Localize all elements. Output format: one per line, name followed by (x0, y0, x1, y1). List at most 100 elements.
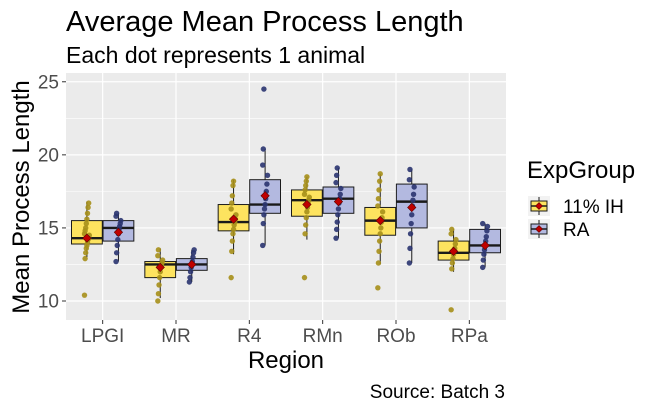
chart-subtitle: Each dot represents 1 animal (66, 42, 365, 68)
data-point (407, 166, 413, 173)
y-tick-label: 15 (38, 218, 59, 239)
legend-item: RA (528, 219, 590, 241)
data-point (229, 238, 236, 244)
data-point (378, 225, 384, 231)
data-point (306, 194, 312, 200)
data-point (480, 264, 486, 271)
mean-marker (480, 240, 490, 251)
data-point (453, 236, 459, 243)
legend-label: RA (563, 220, 590, 241)
data-point (303, 178, 309, 184)
data-point (379, 209, 386, 215)
mean-marker (302, 199, 312, 210)
gridlines (66, 73, 506, 320)
data-point (338, 185, 344, 192)
legend-mean-marker (535, 225, 543, 233)
axis-ticks: 10 15 20 25 LPGI MR R4 RMn ROb RPa (38, 72, 488, 347)
data-point (375, 260, 382, 266)
data-point (118, 217, 124, 224)
plot-panel (66, 73, 506, 320)
data-point (409, 212, 415, 218)
data-point (82, 255, 88, 262)
data-point (333, 172, 340, 179)
data-point (376, 178, 383, 184)
data-point (376, 248, 382, 255)
data-point (303, 214, 309, 221)
data-point (155, 290, 162, 297)
y-axis-title: Mean Process Length (8, 80, 35, 313)
data-point (155, 298, 161, 304)
mean-marker (113, 227, 124, 237)
data-point (333, 179, 339, 186)
data-point (408, 220, 414, 227)
data-point (230, 178, 237, 184)
data-point (376, 187, 382, 193)
data-point (260, 146, 266, 152)
mean-marker (82, 233, 92, 243)
data-point (228, 206, 234, 212)
mean-marker (333, 196, 344, 207)
data-point (375, 195, 382, 202)
x-tick-label: MR (161, 326, 191, 347)
mean-marker (260, 191, 270, 201)
data-point (406, 260, 413, 266)
legend-item: 11% IH (528, 196, 624, 218)
data-point (410, 191, 417, 198)
data-point (186, 279, 193, 285)
means-layer (82, 191, 490, 273)
data-point (333, 226, 340, 233)
data-point (228, 274, 234, 281)
data-point (302, 187, 308, 193)
x-tick-label: R4 (237, 326, 262, 347)
data-point (115, 236, 121, 243)
data-point (260, 242, 266, 249)
data-point (230, 226, 237, 233)
data-point (481, 251, 487, 257)
mean-marker (187, 259, 197, 270)
data-point (83, 225, 89, 231)
mean-marker (407, 202, 417, 213)
data-point (449, 260, 456, 266)
caption: Source: Batch 3 (370, 382, 505, 403)
mean-marker (448, 246, 459, 256)
data-point (480, 257, 486, 263)
data-point (407, 231, 414, 237)
data-point (262, 201, 268, 208)
data-point (190, 254, 196, 260)
data-point (335, 206, 342, 212)
data-point (230, 231, 236, 237)
data-point (113, 250, 120, 256)
data-point (406, 176, 413, 183)
data-point (85, 204, 91, 211)
chart-title: Average Mean Process Length (66, 6, 464, 38)
data-point (411, 184, 417, 190)
data-point (83, 250, 89, 256)
data-point (261, 206, 268, 212)
data-point (376, 238, 383, 244)
data-point (83, 220, 90, 227)
data-point (260, 162, 266, 168)
data-point (301, 191, 308, 198)
data-point (377, 171, 383, 177)
legend-label: 11% IH (563, 197, 624, 218)
data-point (334, 219, 340, 225)
data-point (229, 200, 235, 206)
data-point (484, 228, 490, 234)
x-tick-label: RPa (451, 326, 488, 347)
data-point (484, 223, 491, 230)
data-point (264, 172, 271, 179)
data-point (333, 235, 339, 241)
data-point (81, 292, 88, 298)
data-point (113, 258, 119, 265)
data-point (187, 269, 194, 275)
mean-marker (375, 215, 385, 226)
data-point (449, 226, 455, 233)
data-point (86, 200, 92, 206)
legend-mean-marker (535, 202, 543, 210)
data-point (156, 274, 163, 281)
y-tick-label: 25 (38, 72, 59, 93)
x-tick-label: LPGI (81, 326, 124, 347)
